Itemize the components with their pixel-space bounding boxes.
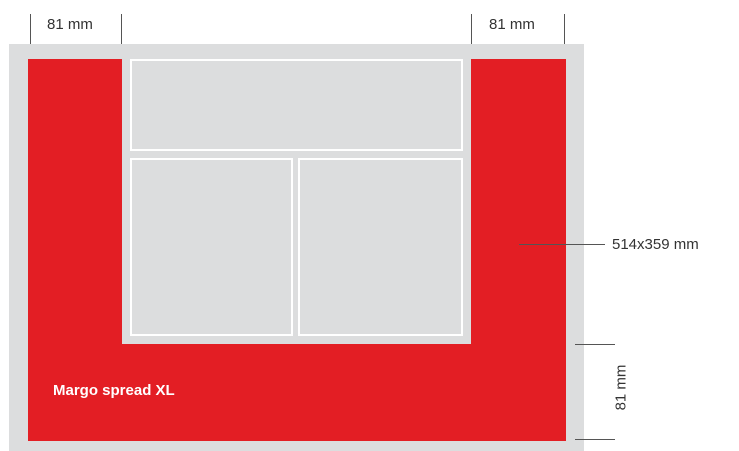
- content-panel-bottom-left: [130, 158, 293, 336]
- spread-size-label: 514x359 mm: [612, 236, 699, 253]
- content-panel-bottom-right: [298, 158, 463, 336]
- dimension-label-top-left: 81 mm: [47, 16, 93, 33]
- spread-size-leader-line: [519, 244, 605, 245]
- dimension-label-bottom: 81 mm: [612, 364, 630, 411]
- dimension-tick-top-left-start: [30, 14, 31, 52]
- spread-name-label: Margo spread XL: [53, 382, 175, 399]
- dimension-tick-bottom-start: [575, 344, 615, 345]
- dimension-tick-top-left-end: [121, 14, 122, 52]
- content-panel-top: [130, 59, 463, 151]
- dimension-tick-top-right-end: [564, 14, 565, 52]
- dimension-label-top-right: 81 mm: [489, 16, 535, 33]
- dimension-tick-bottom-end: [575, 439, 615, 440]
- dimension-tick-top-right-start: [471, 14, 472, 52]
- red-margin-bottom: [28, 344, 566, 441]
